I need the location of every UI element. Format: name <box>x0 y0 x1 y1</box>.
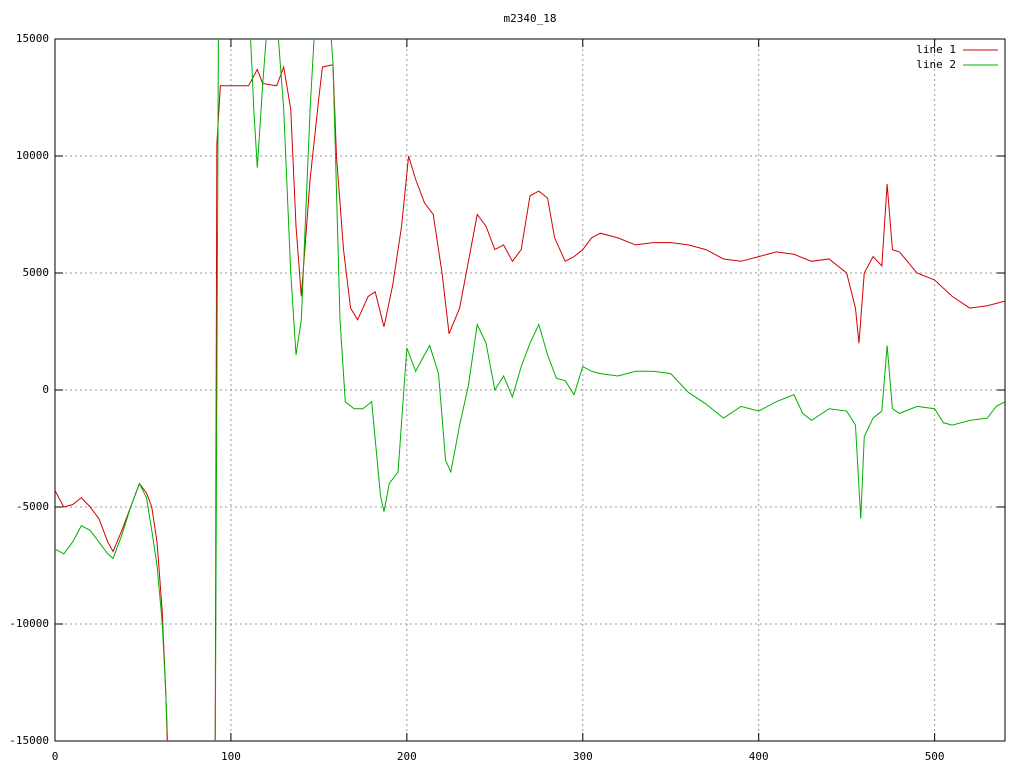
legend-label: line 1 <box>916 43 956 56</box>
x-tick-label: 500 <box>925 750 945 763</box>
x-tick-label: 200 <box>397 750 417 763</box>
chart-title: m2340_18 <box>504 12 557 25</box>
x-tick-label: 0 <box>52 750 59 763</box>
legend-label: line 2 <box>916 58 956 71</box>
x-tick-label: 100 <box>221 750 241 763</box>
plot-frame <box>54 38 1006 742</box>
plot-area <box>55 39 1005 741</box>
y-tick-label: -5000 <box>16 500 49 513</box>
x-tick-label: 300 <box>573 750 593 763</box>
y-tick-label: -10000 <box>9 617 49 630</box>
x-tick-label: 400 <box>749 750 769 763</box>
y-tick-label: 15000 <box>16 32 49 45</box>
y-tick-label: 10000 <box>16 149 49 162</box>
y-tick-label: 5000 <box>23 266 50 279</box>
line-series <box>55 39 1005 741</box>
y-tick-label: -15000 <box>9 734 49 747</box>
y-tick-label: 0 <box>42 383 49 396</box>
